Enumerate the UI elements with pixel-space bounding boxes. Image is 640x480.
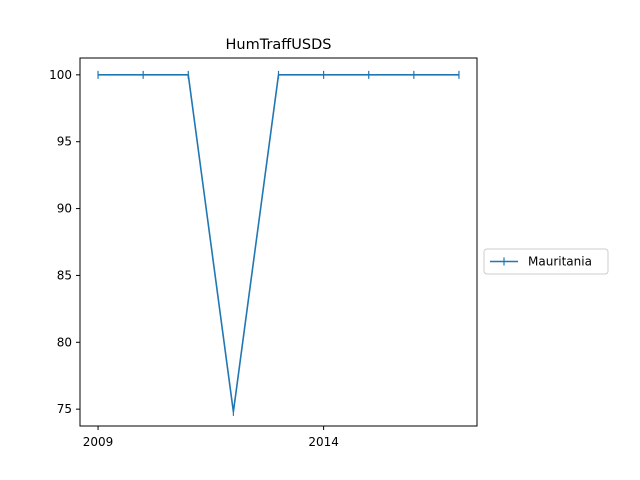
y-axis: 75 80 85 90 95 100 [49, 68, 80, 416]
legend: Mauritania [483, 248, 609, 275]
series-line [98, 74, 459, 413]
legend-label: Mauritania [528, 255, 592, 269]
y-tick-label: 100 [49, 68, 72, 82]
y-tick-label: 75 [57, 402, 72, 416]
axes-frame [79, 57, 478, 427]
y-tick-label: 90 [57, 202, 72, 216]
y-tick-label: 95 [57, 135, 72, 149]
chart-title: HumTraffUSDS [226, 37, 332, 53]
x-axis: 2009 2014 [83, 426, 339, 449]
legend-box [483, 248, 609, 275]
plot-series [97, 70, 460, 416]
y-tick-label: 85 [57, 268, 72, 282]
x-tick-label: 2009 [83, 435, 114, 449]
y-tick-label: 80 [57, 335, 72, 349]
x-tick-label: 2014 [308, 435, 339, 449]
